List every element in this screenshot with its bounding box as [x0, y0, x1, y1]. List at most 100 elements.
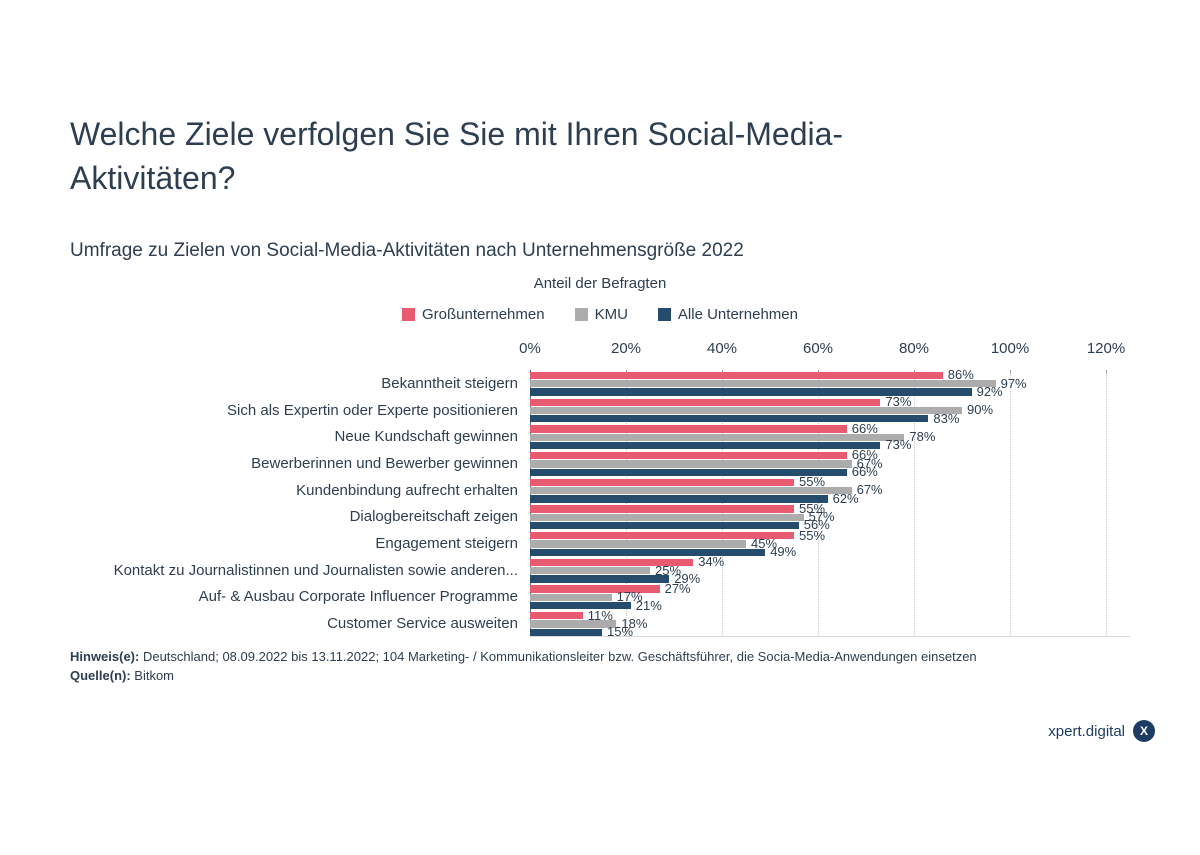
bar: 73%	[530, 438, 911, 452]
footnote-hinweis: Hinweis(e): Deutschland; 08.09.2022 bis …	[70, 648, 1070, 667]
bar-value-label: 83%	[933, 410, 960, 426]
bar-value-label: 66%	[851, 464, 878, 479]
bar-value-label: 66%	[851, 420, 878, 436]
bar: 34%	[530, 555, 724, 569]
footnote-quelle-text: Bitkom	[130, 667, 175, 683]
footnote-hinweis-text: Deutschland; 08.09.2022 bis 13.11.2022; …	[139, 649, 977, 664]
brand-logo: xpert.digital X	[1048, 720, 1155, 742]
y-axis-line	[530, 370, 531, 636]
bar: 90%	[530, 403, 993, 417]
legend-swatch-grossunternehmen	[402, 308, 415, 321]
category-label: Bewerberinnen und Bewerber gewinnen	[251, 454, 518, 472]
category-labels: Bekanntheit steigern Sich als Expertin od…	[60, 370, 518, 637]
bar-value-label: 92%	[976, 383, 1003, 399]
category-label: Sich als Expertin oder Experte positioni…	[227, 401, 518, 419]
x-tick-label: 20%	[610, 340, 642, 357]
bar-value-label: 73%	[885, 394, 912, 409]
x-tick-label: 0%	[519, 340, 541, 357]
bar: 66%	[530, 465, 878, 479]
bar-value-label: 27%	[664, 580, 691, 596]
bar-value-label: 18%	[621, 615, 648, 631]
bar-value-label: 15%	[607, 624, 634, 640]
bar: 78%	[530, 430, 935, 444]
bar: 45%	[530, 536, 777, 550]
bar-value-label: 17%	[616, 589, 643, 605]
chart-subtitle: Umfrage zu Zielen von Social-Media-Aktiv…	[70, 240, 744, 261]
category-label: Customer Service ausweiten	[327, 615, 518, 633]
gridline	[722, 370, 723, 636]
legend-item: Alle Unternehmen	[657, 306, 798, 323]
gridline	[1106, 370, 1107, 636]
legend-item: KMU	[574, 306, 628, 323]
bar: 55%	[530, 475, 825, 489]
axis-tick	[1106, 370, 1107, 374]
bar: 55%	[530, 501, 825, 515]
bar-value-label: 55%	[799, 500, 826, 516]
bar: 73%	[530, 395, 911, 409]
axis-title: Anteil der Befragten	[533, 275, 667, 292]
bar: 97%	[530, 376, 1027, 390]
bar-value-label: 55%	[799, 527, 826, 543]
bar-value-label: 67%	[856, 482, 883, 498]
brand-logo-text: xpert.digital	[1048, 722, 1125, 740]
x-tick-label: 60%	[802, 340, 834, 357]
bar-value-label: 34%	[698, 554, 725, 570]
bar: 27%	[530, 581, 691, 595]
bar: 15%	[530, 625, 633, 639]
footnote-quelle: Quelle(n): Bitkom	[70, 667, 1070, 686]
category-label: Kundenbindung aufrecht erhalten	[296, 481, 518, 499]
category-label: Engagement steigern	[375, 535, 518, 553]
bar-value-label: 66%	[851, 447, 878, 463]
bar: 18%	[530, 616, 647, 630]
bar-value-label: 45%	[751, 535, 778, 551]
x-tick-label: 80%	[898, 340, 930, 357]
legend-label: Alle Unternehmen	[677, 306, 798, 323]
legend-swatch-alle-unternehmen	[657, 308, 671, 321]
bar-value-label: 78%	[909, 429, 936, 444]
bar: 67%	[530, 456, 883, 470]
bar: 62%	[530, 491, 859, 505]
bar-value-label: 57%	[808, 509, 835, 525]
chart-legend: Großunternehmen KMU Alle Unternehmen	[70, 306, 1130, 323]
bar-value-label: 25%	[655, 562, 682, 578]
bar-value-label: 55%	[799, 474, 826, 490]
page-title: Welche Ziele verfolgen Sie Sie mit Ihren…	[70, 116, 844, 197]
bar-value-label: 67%	[856, 455, 883, 471]
bar: 17%	[530, 590, 643, 604]
bar-value-label: 29%	[674, 570, 701, 586]
gridline	[914, 370, 915, 636]
x-tick-label: 120%	[1086, 340, 1126, 357]
bar-value-label: 21%	[635, 597, 662, 613]
bar-value-label: 11%	[587, 607, 613, 623]
category-label: Bekanntheit steigern	[381, 374, 518, 392]
bar: 92%	[530, 384, 1003, 398]
bar: 67%	[530, 483, 883, 497]
bar-value-label: 56%	[803, 517, 830, 533]
legend-label: Großunternehmen	[422, 306, 545, 323]
category-label: Kontakt zu Journalistinnen und Journalis…	[113, 561, 518, 579]
plot-area: 86% 97% 92% 73% 90% 83% 66% 78% 73% 66% 67% 66% 55% 6…	[530, 368, 1130, 639]
bar: 49%	[530, 545, 796, 559]
legend-label: KMU	[594, 306, 628, 323]
category-label: Dialogbereitschaft zeigen	[349, 508, 518, 526]
bar: 21%	[530, 598, 662, 612]
category-label: Auf- & Ausbau Corporate Influencer Progr…	[198, 588, 518, 606]
bar: 83%	[530, 411, 959, 425]
x-tick-label: 40%	[706, 340, 738, 357]
gridline	[818, 370, 819, 636]
bar-value-label: 49%	[770, 544, 797, 560]
footnote-hinweis-label: Hinweis(e):	[70, 649, 140, 664]
bar-value-label: 86%	[947, 367, 974, 383]
x-tick-label: 100%	[990, 340, 1030, 357]
bar-value-label: 62%	[832, 490, 859, 506]
bar-value-label: 73%	[885, 437, 912, 453]
bar-value-label: 90%	[967, 402, 994, 418]
x-axis-tick-labels: 0% 20% 40% 60% 80% 100% 120%	[519, 340, 1150, 360]
bar: 86%	[530, 368, 974, 382]
bar: 29%	[530, 571, 700, 585]
bar: 66%	[530, 448, 878, 462]
bar: 66%	[530, 421, 878, 435]
legend-swatch-kmu	[574, 308, 588, 321]
brand-x-icon: X	[1133, 720, 1155, 742]
